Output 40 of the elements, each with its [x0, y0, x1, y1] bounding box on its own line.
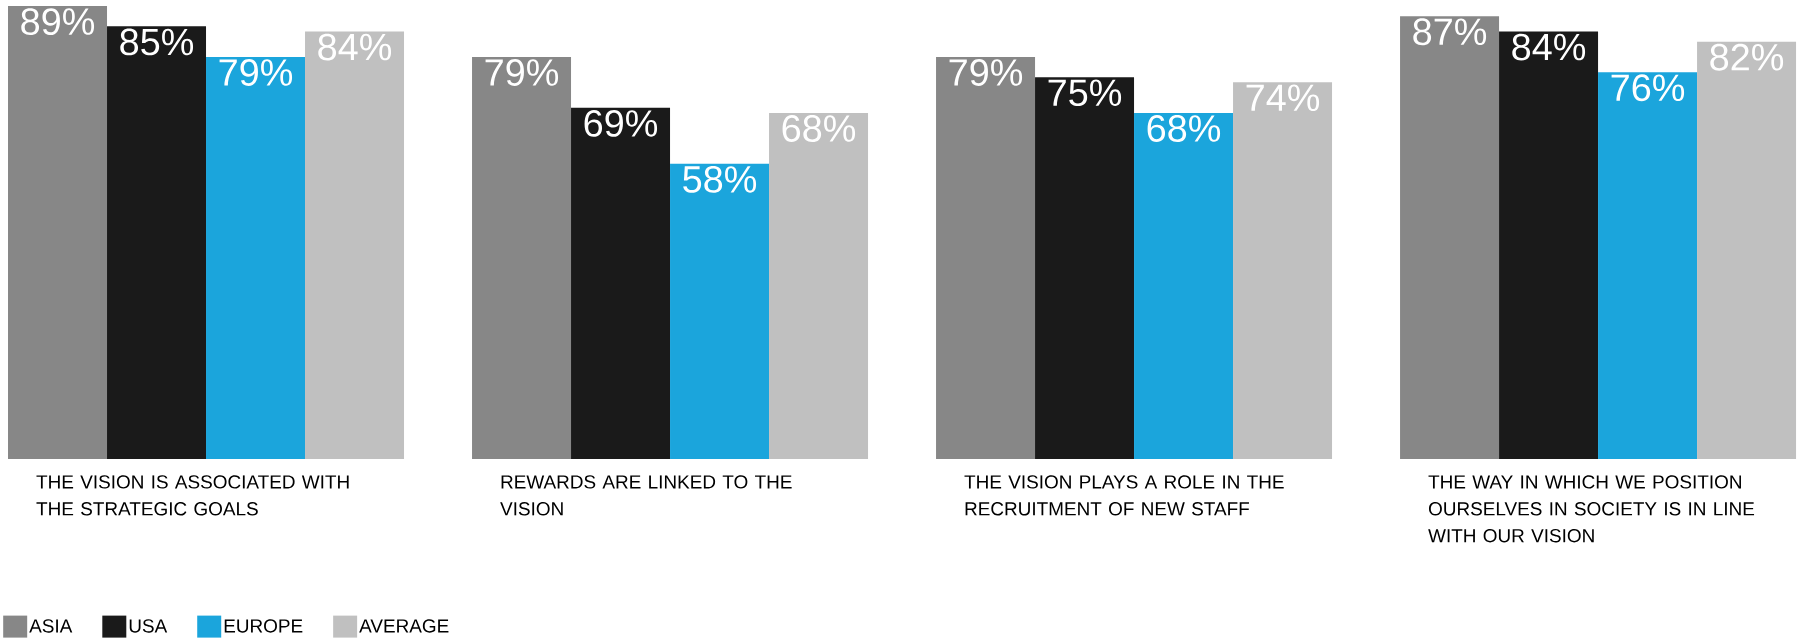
bar [1400, 16, 1500, 459]
bar [670, 163, 770, 459]
bar [1134, 112, 1234, 459]
x-tick-label: THE WAY IN WHICH WE POSITION OURSELVES IN SOCIETY IS IN LINE WITH OUR VISION [1428, 475, 1755, 543]
data-label: 76% [1611, 74, 1685, 102]
data-label: 89% [21, 8, 95, 36]
data-label: 68% [782, 115, 856, 142]
bar [571, 107, 671, 459]
data-label: 79% [949, 59, 1023, 86]
data-label: 79% [485, 59, 559, 86]
bar [8, 6, 108, 459]
data-label: 84% [318, 33, 392, 61]
legend-label: EUROPE [224, 619, 303, 633]
data-label: 85% [120, 28, 194, 56]
data-label: 69% [584, 109, 658, 137]
data-label: 79% [219, 59, 293, 86]
bar [769, 112, 869, 459]
bar [1035, 77, 1135, 459]
bar [107, 26, 207, 459]
x-tick-label: THE VISION IS ASSOCIATED WITH THE STRATEGIC GOALS [36, 475, 349, 516]
data-label: 82% [1710, 43, 1784, 71]
bar [1697, 41, 1797, 459]
x-tick-label: THE VISION PLAYS A ROLE IN THE RECRUITMENT OF NEW STAFF [964, 475, 1284, 516]
bar [1233, 82, 1333, 459]
bar [472, 56, 572, 459]
bar [936, 56, 1036, 459]
data-label: 75% [1048, 79, 1122, 107]
bar [305, 31, 405, 459]
data-label: 68% [1147, 115, 1221, 142]
x-tick-label: REWARDS ARE LINKED TO THE VISION [500, 475, 792, 516]
legend-label: USA [129, 619, 168, 633]
data-label: 87% [1413, 18, 1487, 46]
bar [1598, 72, 1698, 459]
data-label: 74% [1246, 84, 1320, 112]
bar [1499, 31, 1599, 459]
bar [206, 56, 306, 459]
legend-label: ASIA [29, 619, 73, 633]
data-label: 58% [683, 165, 757, 193]
data-label: 84% [1512, 33, 1586, 61]
legend-label: AVERAGE [359, 619, 449, 633]
